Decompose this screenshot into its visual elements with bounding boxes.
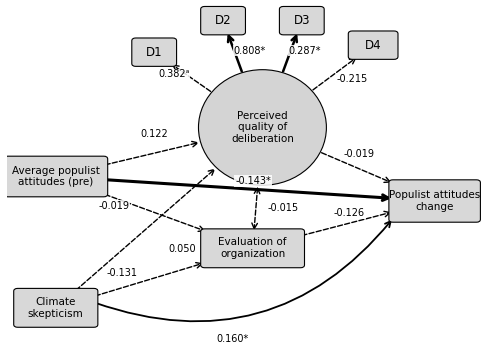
Text: -0.143*: -0.143* [236, 176, 271, 186]
Text: -0.019: -0.019 [344, 149, 374, 158]
FancyBboxPatch shape [348, 31, 398, 59]
FancyBboxPatch shape [389, 180, 480, 222]
Text: -0.015: -0.015 [268, 203, 298, 213]
Text: -0.215: -0.215 [336, 74, 368, 84]
Text: 0.287*: 0.287* [288, 46, 321, 55]
Text: D2: D2 [215, 14, 232, 27]
FancyBboxPatch shape [280, 6, 324, 35]
Text: D3: D3 [294, 14, 310, 27]
Ellipse shape [198, 70, 326, 185]
Text: -0.019: -0.019 [98, 201, 129, 211]
Text: 0.808*: 0.808* [234, 46, 266, 55]
FancyBboxPatch shape [4, 156, 108, 197]
Text: 0.382ᵃ: 0.382ᵃ [158, 70, 190, 79]
Text: 0.160*: 0.160* [217, 334, 249, 345]
Text: -0.126: -0.126 [334, 208, 364, 219]
FancyBboxPatch shape [132, 38, 176, 66]
Text: -0.131: -0.131 [106, 268, 138, 277]
Text: Evaluation of
organization: Evaluation of organization [218, 238, 287, 259]
Text: D1: D1 [146, 46, 162, 59]
FancyBboxPatch shape [14, 288, 98, 327]
Text: Perceived
quality of
deliberation: Perceived quality of deliberation [231, 111, 294, 144]
Text: 0.050: 0.050 [168, 244, 196, 254]
Text: D4: D4 [365, 39, 382, 52]
Text: 0.122: 0.122 [140, 129, 168, 139]
FancyBboxPatch shape [200, 229, 304, 268]
Text: Average populist
attitudes (pre): Average populist attitudes (pre) [12, 166, 100, 187]
FancyBboxPatch shape [200, 6, 246, 35]
Text: Populist attitudes
change: Populist attitudes change [389, 190, 480, 212]
Text: Climate
skepticism: Climate skepticism [28, 297, 84, 319]
